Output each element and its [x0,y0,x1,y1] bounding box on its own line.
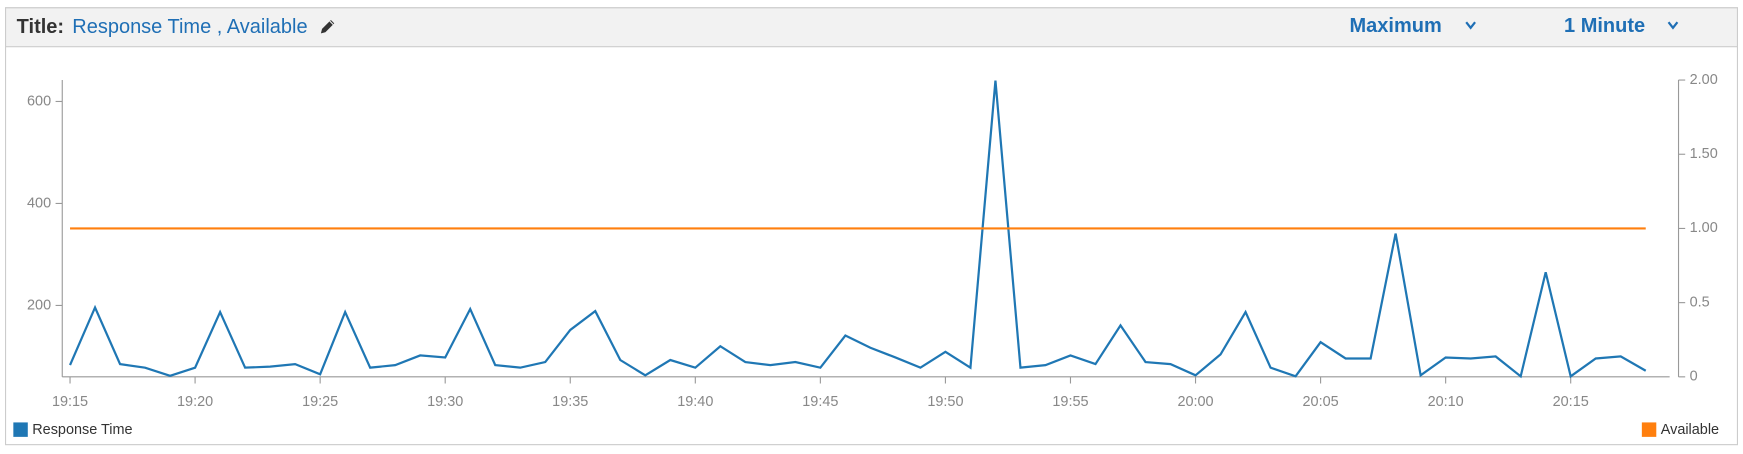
edit-icon[interactable] [320,20,335,34]
x-tick-label: 20:15 [1553,394,1589,410]
frame [5,7,1738,446]
legend-swatch [1641,422,1657,437]
x-tick-label: 20:00 [1177,394,1213,410]
x-tick-label: 19:50 [927,394,963,410]
period-dropdown[interactable]: 1 Minute [1564,15,1645,37]
x-tick-label: 19:15 [52,394,88,410]
title-link[interactable]: Response Time , Available [72,16,307,38]
y2-tick-label: 1.00 [1690,220,1718,236]
x-tick-label: 19:40 [677,394,713,410]
statistic-dropdown[interactable]: Maximum [1349,15,1441,37]
y-tick-label: 600 [27,93,51,109]
series-line [69,80,1647,379]
x-tick-label: 20:05 [1303,394,1339,410]
y-tick-label: 200 [27,297,51,313]
y2-tick-label: 0 [1690,369,1698,385]
dropdown-arrow[interactable] [1465,21,1476,30]
title-label: Title: [17,16,64,38]
header-bar [5,7,1738,48]
y-tick-label: 400 [27,195,51,211]
legend-label: Available [1661,422,1719,438]
x-tick-label: 19:45 [802,394,838,410]
x-tick-label: 20:10 [1428,394,1464,410]
dropdown-arrow[interactable] [1667,21,1679,30]
x-tick-label: 19:30 [427,394,463,410]
y2-tick-label: 2.00 [1690,72,1718,88]
legend-label: Response Time [32,422,132,438]
x-tick-label: 19:20 [177,394,213,410]
x-tick-label: 19:25 [302,394,338,410]
y2-tick-label: 1.50 [1690,146,1718,162]
x-tick-label: 19:55 [1052,394,1088,410]
legend-swatch [13,422,28,437]
y2-tick-label: 0.5 [1690,294,1710,310]
x-tick-label: 19:35 [552,394,588,410]
